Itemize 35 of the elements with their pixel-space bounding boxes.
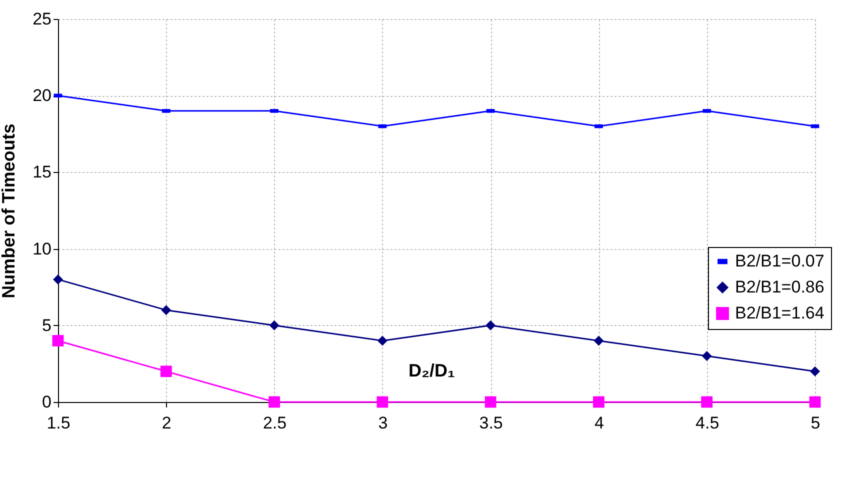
x-tick-label: 2.5	[262, 414, 287, 432]
x-tick-label: 5	[810, 414, 820, 432]
x-tick-label: 4.5	[696, 414, 720, 432]
point	[376, 396, 388, 408]
point	[810, 366, 820, 376]
x-tick-label: 4	[594, 414, 604, 432]
legend-label: B2/B1=0.07	[735, 252, 824, 270]
x-axis-title: D₂/D₁	[408, 360, 455, 380]
point	[52, 335, 64, 346]
point	[268, 396, 280, 408]
point	[377, 336, 388, 346]
y-tick-label: 5	[42, 316, 52, 335]
y-tick-label: 0	[42, 392, 52, 412]
point	[160, 366, 172, 378]
x-tick-label: 3.5	[479, 414, 503, 432]
point	[486, 320, 496, 330]
point	[701, 396, 713, 408]
point	[269, 320, 280, 330]
x-tick-label: 3	[378, 414, 388, 432]
y-tick-label: 10	[32, 239, 52, 258]
point	[594, 336, 604, 346]
y-axis-title: Number of Timeouts	[0, 124, 19, 298]
legend-label: B2/B1=1.64	[735, 304, 824, 322]
y-tick-label: 25	[32, 10, 52, 28]
point	[484, 396, 496, 408]
y-tick-label: 15	[32, 162, 52, 182]
point	[702, 351, 712, 362]
x-tick-label: 1.5	[46, 414, 70, 432]
x-tick-label: 2	[162, 414, 172, 432]
point	[593, 396, 604, 408]
point	[161, 305, 172, 316]
legend-label: B2/B1=0.86	[735, 278, 824, 296]
point	[809, 396, 821, 408]
y-tick-label: 20	[32, 86, 52, 106]
point	[53, 274, 63, 284]
